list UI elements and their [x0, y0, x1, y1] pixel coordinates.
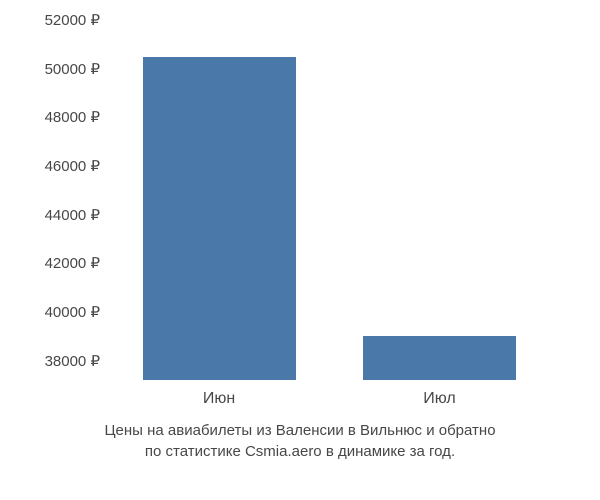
y-tick-label: 46000 ₽	[45, 157, 100, 175]
bar	[143, 57, 296, 381]
x-tick-label: Июл	[423, 390, 455, 408]
caption-line-1: Цены на авиабилеты из Валенсии в Вильнюс…	[104, 422, 495, 439]
caption-line-2: по статистике Csmia.aero в динамике за г…	[145, 443, 455, 460]
y-tick-label: 48000 ₽	[45, 108, 100, 126]
y-tick-label: 42000 ₽	[45, 254, 100, 272]
y-tick-label: 44000 ₽	[45, 206, 100, 224]
y-tick-label: 40000 ₽	[45, 303, 100, 321]
x-axis: Июн Июл	[120, 390, 570, 420]
y-tick-label: 52000 ₽	[45, 11, 100, 29]
y-axis: 38000 ₽ 40000 ₽ 42000 ₽ 44000 ₽ 46000 ₽ 48000…	[30, 20, 110, 380]
bar-chart: 38000 ₽ 40000 ₽ 42000 ₽ 44000 ₽ 46000 ₽ 48000…	[30, 20, 570, 380]
x-tick-label: Июн	[203, 390, 235, 408]
y-tick-label: 38000 ₽	[45, 352, 100, 370]
bar	[363, 336, 516, 380]
plot-area	[120, 20, 570, 380]
chart-caption: Цены на авиабилеты из Валенсии в Вильнюс…	[0, 420, 600, 462]
y-tick-label: 50000 ₽	[45, 60, 100, 78]
